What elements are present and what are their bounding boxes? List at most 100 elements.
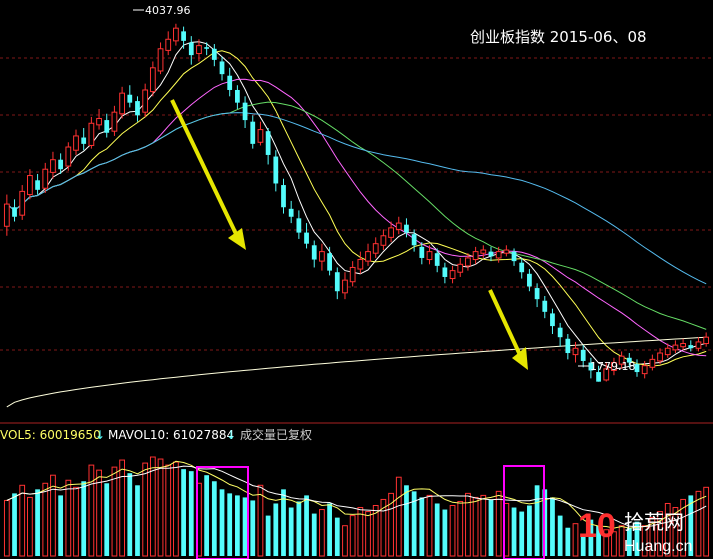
candle-body xyxy=(480,249,487,254)
candle-1 xyxy=(12,199,17,222)
candle-77 xyxy=(596,365,601,382)
volume-bar-79 xyxy=(611,531,617,557)
candle-body xyxy=(588,362,594,371)
candle-60 xyxy=(465,253,471,271)
candle-34 xyxy=(265,128,271,165)
candle-body xyxy=(88,122,95,146)
candle-91 xyxy=(703,332,710,347)
candle-body xyxy=(311,245,317,260)
candle-body xyxy=(265,131,271,155)
candle-body xyxy=(664,347,671,356)
candle-body xyxy=(73,135,79,151)
candle-63 xyxy=(488,246,494,262)
candle-54 xyxy=(419,242,425,265)
candle-18 xyxy=(142,83,149,117)
candle-body xyxy=(257,129,264,143)
svg-text:↓: ↓ xyxy=(226,428,236,442)
volume-bar-64 xyxy=(495,490,502,557)
candle-6 xyxy=(50,151,56,179)
candle-32 xyxy=(250,115,256,149)
volume-bar-20 xyxy=(157,458,164,557)
ma250-line xyxy=(6,336,707,408)
volume-bar-24 xyxy=(188,471,194,556)
candle-61 xyxy=(472,246,479,265)
candle-body xyxy=(457,263,464,273)
candle-body xyxy=(319,251,325,262)
candle-13 xyxy=(104,113,110,138)
volume-bar-54 xyxy=(419,497,425,556)
candle-body xyxy=(288,208,294,217)
watermark: 10 拾荒网 Huang.cn xyxy=(578,507,693,555)
mavol10-line xyxy=(6,465,707,528)
volume-bar-40 xyxy=(311,513,317,556)
volume-bar-29 xyxy=(227,493,233,556)
volume-bar-72 xyxy=(557,515,563,556)
candle-body xyxy=(519,262,525,273)
candle-90 xyxy=(695,337,702,352)
candle-42 xyxy=(327,246,332,276)
candle-12 xyxy=(96,109,102,130)
volume-bar-39 xyxy=(304,495,309,556)
candle-body xyxy=(618,355,625,365)
candle-30 xyxy=(235,85,240,109)
volume-bar-53 xyxy=(411,491,417,556)
volume-bar-55 xyxy=(426,494,433,557)
candle-body xyxy=(695,341,702,349)
volume-bar-26 xyxy=(204,475,210,556)
candle-body xyxy=(296,218,302,233)
candle-body xyxy=(235,89,240,103)
candle-body xyxy=(81,137,87,144)
candle-body xyxy=(550,313,555,327)
candle-body xyxy=(327,253,332,271)
candle-85 xyxy=(657,348,663,365)
candle-body xyxy=(142,89,149,113)
volume-bar-91 xyxy=(703,486,710,557)
candle-8 xyxy=(65,142,72,171)
volume-bar-7 xyxy=(58,495,64,556)
volume-bar-10 xyxy=(81,481,87,556)
volume-bar-32 xyxy=(250,500,256,556)
volume-bar-62 xyxy=(480,494,487,557)
volume-bar-44 xyxy=(342,525,348,557)
candle-7 xyxy=(58,153,64,174)
volume-bar-41 xyxy=(319,509,325,557)
candle-body xyxy=(495,251,502,259)
trend-arrow-2 xyxy=(488,289,528,370)
candle-body xyxy=(349,266,356,283)
volume-bar-87 xyxy=(672,507,679,557)
candle-body xyxy=(204,47,210,49)
candle-75 xyxy=(580,345,586,368)
volume-bar-51 xyxy=(395,476,402,557)
candle-57 xyxy=(442,262,448,284)
candle-body xyxy=(227,75,233,90)
low-annotation: 1779.18 xyxy=(578,360,636,373)
candle-46 xyxy=(357,251,364,274)
candle-55 xyxy=(426,245,433,265)
candle-10 xyxy=(81,128,87,151)
volume-bar-8 xyxy=(65,479,72,557)
candle-body xyxy=(250,121,256,144)
candle-70 xyxy=(542,295,548,319)
candle-body xyxy=(580,349,586,361)
volume-bars xyxy=(3,456,710,557)
candle-body xyxy=(534,288,540,300)
vol5-label: VOL5: 60019650 xyxy=(0,428,101,442)
candle-53 xyxy=(411,229,417,252)
watermark-digits: 10 xyxy=(578,507,616,545)
volume-bar-45 xyxy=(349,515,356,557)
volume-bar-4 xyxy=(35,489,40,556)
candle-body xyxy=(449,270,456,280)
candle-body xyxy=(196,45,202,55)
candle-body xyxy=(149,67,156,93)
candle-body xyxy=(342,279,348,294)
candle-48 xyxy=(372,237,379,258)
candle-body xyxy=(157,48,164,72)
candle-body xyxy=(334,272,340,292)
candle-4 xyxy=(35,173,40,195)
volume-bar-47 xyxy=(365,511,371,557)
candle-body xyxy=(426,251,433,261)
candle-79 xyxy=(611,357,617,376)
volume-bar-27 xyxy=(211,481,217,556)
candle-body xyxy=(281,185,286,208)
candle-43 xyxy=(334,267,340,300)
